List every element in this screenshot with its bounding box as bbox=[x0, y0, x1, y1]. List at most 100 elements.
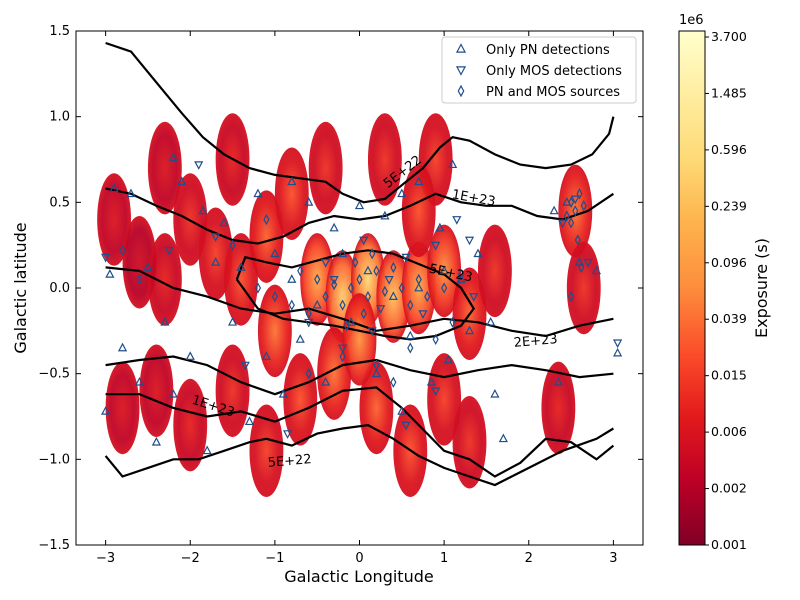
data-point bbox=[321, 376, 331, 386]
data-point bbox=[339, 299, 346, 311]
data-point bbox=[572, 205, 579, 217]
data-point bbox=[119, 244, 126, 256]
exposure-field bbox=[147, 233, 182, 326]
data-point bbox=[574, 234, 581, 246]
data-point bbox=[486, 316, 496, 326]
data-point bbox=[441, 282, 448, 294]
data-point bbox=[160, 316, 170, 326]
data-point bbox=[109, 183, 119, 193]
data-point bbox=[576, 188, 583, 200]
data-point bbox=[117, 342, 128, 352]
data-point bbox=[136, 273, 143, 286]
legend: Only PN detections Only MOS detections PN … bbox=[441, 36, 637, 104]
exposure-field bbox=[173, 378, 208, 472]
data-point bbox=[305, 368, 312, 380]
data-point bbox=[229, 239, 236, 251]
exposure-field bbox=[566, 241, 601, 335]
data-point bbox=[407, 299, 414, 311]
exposure-field bbox=[274, 147, 309, 241]
data-point bbox=[376, 305, 386, 314]
contour-line bbox=[105, 41, 615, 204]
data-point bbox=[321, 258, 331, 268]
data-point bbox=[360, 308, 367, 320]
exposure-field bbox=[105, 361, 140, 455]
data-point bbox=[418, 310, 428, 319]
colorbar-tick-label: 0.096 bbox=[711, 255, 747, 270]
data-point bbox=[591, 265, 602, 275]
data-point bbox=[390, 261, 397, 274]
exposure-field bbox=[452, 395, 487, 489]
data-point bbox=[151, 436, 161, 446]
exposure-field bbox=[477, 224, 512, 318]
data-point bbox=[397, 188, 407, 198]
colorbar-tick-label: 0.015 bbox=[711, 368, 747, 383]
exposure-field bbox=[541, 361, 576, 455]
data-point bbox=[305, 308, 312, 320]
data-point bbox=[177, 176, 187, 186]
contour-line bbox=[105, 187, 615, 245]
data-point bbox=[473, 248, 483, 258]
legend-label: Only MOS detections bbox=[486, 64, 622, 79]
source-markers bbox=[101, 152, 623, 455]
exposure-field bbox=[342, 293, 377, 386]
exposure-field bbox=[122, 216, 157, 309]
data-point bbox=[567, 196, 575, 208]
legend-label: PN and MOS sources bbox=[486, 85, 620, 100]
data-point bbox=[322, 290, 329, 303]
data-point bbox=[263, 213, 270, 226]
contour-label: 2E+23 bbox=[513, 332, 558, 351]
exposure-field bbox=[147, 121, 182, 215]
colorbar-tick-label: 1.485 bbox=[711, 85, 747, 100]
data-point bbox=[390, 376, 397, 388]
data-point bbox=[401, 253, 411, 263]
exposure-field bbox=[401, 164, 436, 258]
data-point bbox=[194, 161, 204, 170]
data-point bbox=[356, 273, 363, 286]
data-point bbox=[287, 274, 297, 283]
data-point bbox=[449, 316, 456, 328]
data-point bbox=[202, 445, 212, 455]
data-point bbox=[426, 376, 437, 386]
x-axis-label: Galactic Longitude bbox=[284, 567, 433, 586]
x-axis-ticks: −3 −2 −1 0 1 2 3 bbox=[96, 31, 618, 566]
data-point bbox=[304, 197, 314, 206]
y-tick-label: −1.5 bbox=[38, 538, 70, 553]
data-point bbox=[297, 265, 304, 277]
data-point bbox=[373, 359, 380, 371]
data-point bbox=[432, 333, 439, 346]
x-tick-label: 1 bbox=[440, 551, 448, 566]
exposure-field bbox=[224, 233, 258, 326]
data-point bbox=[198, 205, 208, 215]
colorbar-tick-label: 3.700 bbox=[711, 29, 747, 44]
data-point bbox=[304, 318, 314, 328]
y-tick-label: 1.0 bbox=[49, 110, 70, 125]
colorbar-tick-label: 0.001 bbox=[711, 537, 747, 552]
data-point bbox=[431, 387, 441, 397]
data-point bbox=[331, 278, 338, 291]
exposure-field bbox=[317, 327, 352, 420]
data-point bbox=[384, 276, 394, 285]
data-point bbox=[457, 268, 465, 280]
data-point bbox=[613, 347, 623, 357]
data-point bbox=[464, 236, 475, 246]
exposure-field bbox=[367, 113, 402, 206]
data-point bbox=[287, 176, 297, 186]
exposure-field bbox=[257, 284, 292, 378]
data-point bbox=[101, 406, 111, 415]
data-point bbox=[329, 276, 339, 285]
data-point bbox=[431, 241, 441, 251]
data-point bbox=[312, 299, 322, 309]
colorbar-tick-label: 0.002 bbox=[711, 481, 747, 496]
data-point bbox=[443, 354, 453, 364]
exposure-field bbox=[308, 121, 343, 215]
data-point bbox=[168, 152, 178, 162]
colorbar-gradient bbox=[678, 30, 706, 546]
data-point bbox=[282, 430, 293, 439]
data-point bbox=[227, 316, 238, 326]
data-point bbox=[244, 416, 255, 426]
data-point bbox=[337, 248, 348, 258]
colorbar-multiplier: 1e6 bbox=[679, 13, 704, 28]
data-point bbox=[343, 320, 350, 332]
data-point bbox=[567, 290, 575, 303]
data-point bbox=[424, 290, 431, 303]
